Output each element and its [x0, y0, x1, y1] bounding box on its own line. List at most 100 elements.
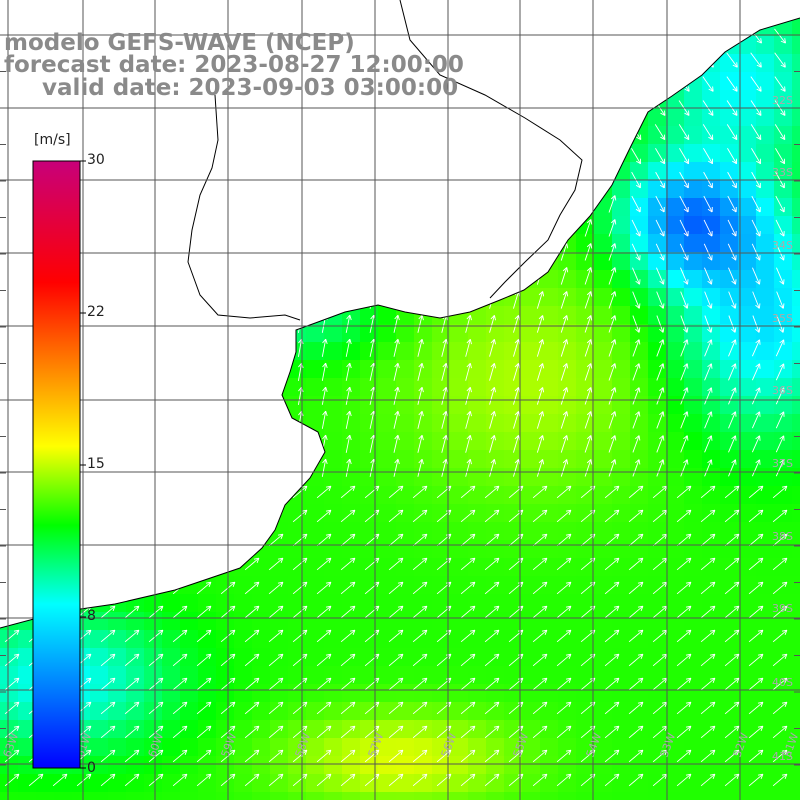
wind-cell	[234, 594, 253, 613]
wind-cell	[36, 18, 55, 19]
wind-cell	[450, 774, 469, 793]
wind-cell	[162, 306, 181, 325]
wind-cell	[414, 702, 433, 721]
wind-cell	[90, 666, 109, 685]
wind-cell	[540, 108, 559, 127]
wind-arrow	[608, 411, 617, 429]
wind-arrow	[556, 749, 572, 763]
wind-arrow	[9, 266, 15, 286]
wind-cell	[504, 342, 523, 361]
wind-cell	[486, 216, 505, 235]
wind-cell	[0, 756, 19, 775]
wind-cell	[486, 432, 505, 451]
wind-cell	[180, 306, 199, 325]
wind-cell	[756, 306, 775, 325]
wind-arrow	[9, 338, 15, 358]
wind-arrow	[35, 18, 37, 22]
wind-cell	[468, 378, 487, 397]
wind-cell	[126, 252, 145, 271]
wind-arrow	[441, 266, 448, 285]
wind-cell	[414, 684, 433, 703]
wind-arrow	[225, 410, 232, 429]
wind-cell	[180, 216, 199, 235]
wind-arrow	[105, 410, 112, 430]
wind-cell	[648, 378, 667, 397]
wind-cell	[90, 576, 109, 595]
wind-cell	[540, 540, 559, 559]
wind-cell	[396, 486, 415, 505]
wind-cell	[324, 432, 343, 451]
wind-cell	[360, 162, 379, 181]
wind-cell	[414, 378, 433, 397]
wind-cell	[648, 648, 667, 667]
wind-arrow	[604, 557, 620, 571]
wind-arrow	[249, 266, 256, 285]
wind-arrow	[225, 194, 232, 213]
wind-cell	[756, 90, 775, 109]
wind-cell	[738, 72, 757, 91]
wind-cell	[702, 522, 721, 541]
wind-cell	[522, 540, 541, 559]
wind-arrow	[556, 701, 572, 715]
wind-cell	[702, 72, 721, 91]
wind-cell	[576, 306, 595, 325]
wind-cell	[288, 522, 307, 541]
wind-cell	[522, 324, 541, 343]
wind-cell	[468, 684, 487, 703]
wind-cell	[756, 288, 775, 307]
wind-cell	[414, 522, 433, 541]
wind-cell	[540, 198, 559, 217]
wind-cell	[270, 792, 289, 800]
wind-arrow	[751, 435, 761, 453]
wind-cell	[0, 360, 19, 379]
wind-cell	[486, 522, 505, 541]
wind-cell	[54, 792, 73, 800]
wind-cell	[684, 702, 703, 721]
wind-arrow	[489, 243, 496, 261]
wind-cell	[540, 72, 559, 91]
wind-cell	[324, 270, 343, 289]
wind-arrow	[772, 653, 788, 667]
wind-cell	[414, 234, 433, 253]
wind-arrow	[4, 509, 20, 523]
wind-arrow	[465, 26, 472, 45]
wind-cell	[468, 180, 487, 199]
wind-cell	[738, 702, 757, 721]
wind-cell	[306, 738, 325, 757]
wind-cell	[18, 90, 37, 109]
wind-cell	[234, 666, 253, 685]
wind-cell	[270, 216, 289, 235]
wind-cell	[738, 216, 757, 235]
wind-cell	[756, 612, 775, 631]
wind-cell	[108, 576, 127, 595]
wind-arrow	[177, 410, 184, 429]
wind-arrow	[628, 509, 644, 523]
wind-cell	[288, 216, 307, 235]
wind-cell	[774, 18, 793, 19]
wind-cell	[108, 486, 127, 505]
wind-arrow	[631, 243, 641, 261]
wind-cell	[756, 360, 775, 379]
wind-cell	[720, 738, 739, 757]
wind-cell	[630, 414, 649, 433]
wind-cell	[414, 756, 433, 775]
wind-cell	[540, 162, 559, 181]
wind-cell	[252, 414, 271, 433]
wind-cell	[738, 306, 757, 325]
wind-cell	[270, 738, 289, 757]
wind-cell	[252, 18, 271, 19]
wind-cell	[720, 108, 739, 127]
wind-cell	[270, 126, 289, 145]
wind-cell	[324, 108, 343, 127]
wind-cell	[252, 450, 271, 469]
wind-arrow	[417, 410, 424, 429]
wind-cell	[216, 558, 235, 577]
wind-arrow	[532, 653, 548, 667]
wind-cell	[270, 180, 289, 199]
wind-cell	[90, 738, 109, 757]
wind-cell	[666, 558, 685, 577]
wind-arrow	[632, 459, 641, 477]
wind-arrow	[724, 581, 740, 595]
wind-cell	[360, 468, 379, 487]
wind-cell	[450, 432, 469, 451]
